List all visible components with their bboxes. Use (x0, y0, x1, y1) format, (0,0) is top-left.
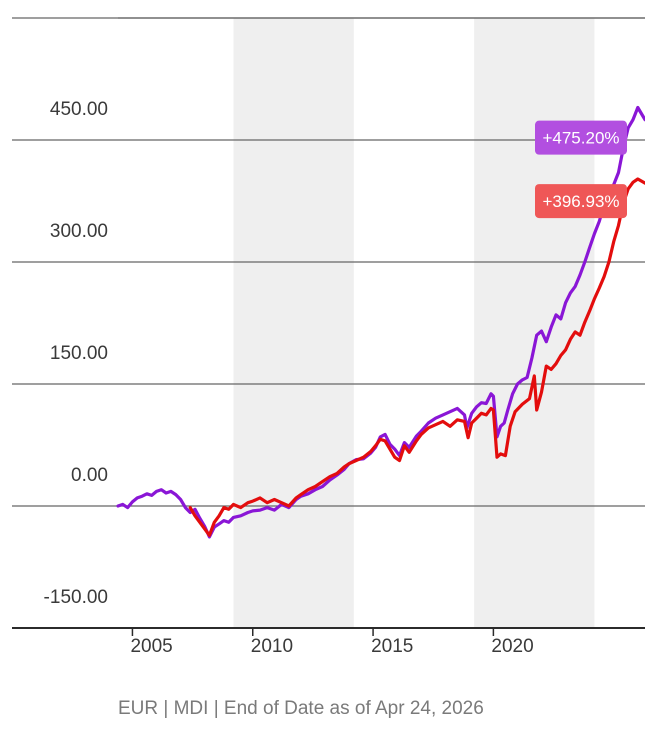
end-value-badges: +475.20% +396.93% (535, 120, 627, 219)
y-tick-label-2: 300.00 (50, 221, 108, 242)
x-tick-label-0: 2005 (130, 636, 172, 657)
series-line-0 (116, 105, 645, 539)
y-tick-label-3: 150.00 (50, 343, 108, 364)
badge-bg-1 (535, 184, 627, 219)
x-axis-tick-labels: 2005 2010 2015 2020 (130, 628, 534, 657)
series-line-1 (188, 177, 645, 537)
shaded-band-1 (474, 18, 595, 628)
x-tick-label-1: 2010 (251, 636, 293, 657)
shaded-band-0 (233, 18, 354, 628)
chart-footer-note: EUR | MDI | End of Date as of Apr 24, 20… (118, 698, 484, 719)
x-tick-label-3: 2020 (491, 636, 533, 657)
shaded-periods (233, 18, 595, 628)
y-tick-label-1: 450.00 (50, 99, 108, 120)
badge-label-1: +396.93% (542, 192, 619, 211)
series-lines (116, 105, 645, 539)
badge-bg-0 (535, 120, 627, 155)
grid-lines (12, 17, 645, 629)
badge-label-0: +475.20% (542, 129, 619, 148)
x-tick-label-2: 2015 (371, 636, 413, 657)
y-tick-label-5: -150.00 (44, 587, 108, 608)
y-tick-label-4: 0.00 (71, 465, 108, 486)
